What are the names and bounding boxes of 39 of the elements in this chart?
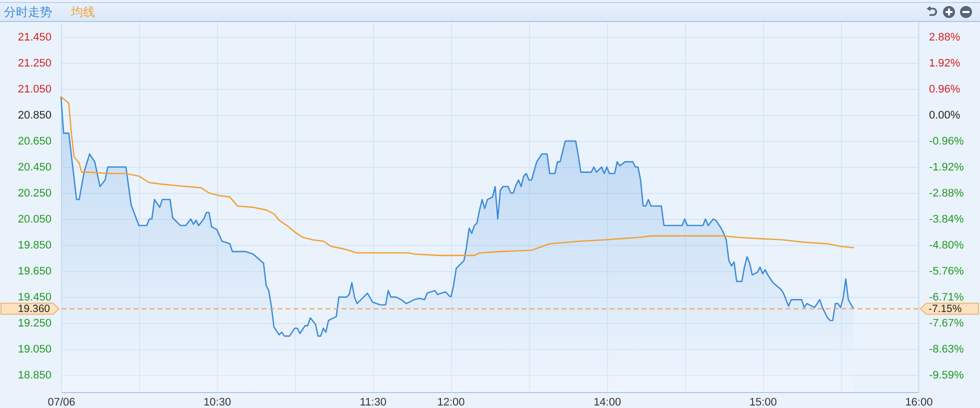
y-tick-label: 21.050 [18,83,52,96]
y-tick-label: 19.050 [18,344,52,356]
y-tick-label: 19.650 [18,266,52,278]
y-tick-label: 18.850 [18,370,52,382]
x-tick-label: 07/06 [48,396,76,408]
y-tick-label: 20.450 [18,162,52,174]
x-tick-label: 12:00 [437,396,465,408]
y2-tick-label: 0.96% [928,83,960,96]
y-tick-label: 19.850 [18,240,52,252]
y-tick-label: 20.250 [18,188,52,200]
x-tick-label: 11:30 [360,396,386,408]
y-tick-label: 19.450 [18,292,52,304]
y-tick-label: 21.250 [18,57,52,70]
y2-tick-label: -3.84% [928,214,964,226]
y2-tick-label: -4.80% [928,240,964,252]
y2-tick-label: 1.92% [928,57,960,70]
y2-tick-label: 0.00% [928,109,960,122]
y-tick-label: 20.650 [18,136,52,148]
y-tick-label: 21.450 [18,31,52,44]
y2-tick-label: -6.71% [928,291,964,304]
y2-tick-label: -0.96% [928,135,964,148]
ref-line-label: 19.360 [18,304,50,315]
y2-tick-label: -1.92% [928,162,964,174]
x-tick-label: 10:30 [204,396,232,408]
y-tick-label: 20.050 [18,214,52,226]
y2-tick-label: -5.76% [928,266,964,278]
y-tick-label: 20.850 [18,109,52,122]
y2-tick-label: -7.67% [928,317,964,330]
text: 均线 [71,5,95,19]
y2-tick-label: 2.88% [928,31,960,44]
x-tick-label: 16:00 [904,396,932,408]
y2-tick-label: -9.59% [928,369,964,382]
x-tick-label: 15:00 [748,396,776,408]
y2-tick-label: -2.88% [928,188,964,200]
y2-tick-label: -8.63% [928,343,964,356]
ref-line-label: -7.15% [928,304,962,315]
x-tick-label: 14:00 [593,396,621,408]
text: 分时走势 [4,5,52,19]
y-tick-label: 19.250 [18,318,52,330]
